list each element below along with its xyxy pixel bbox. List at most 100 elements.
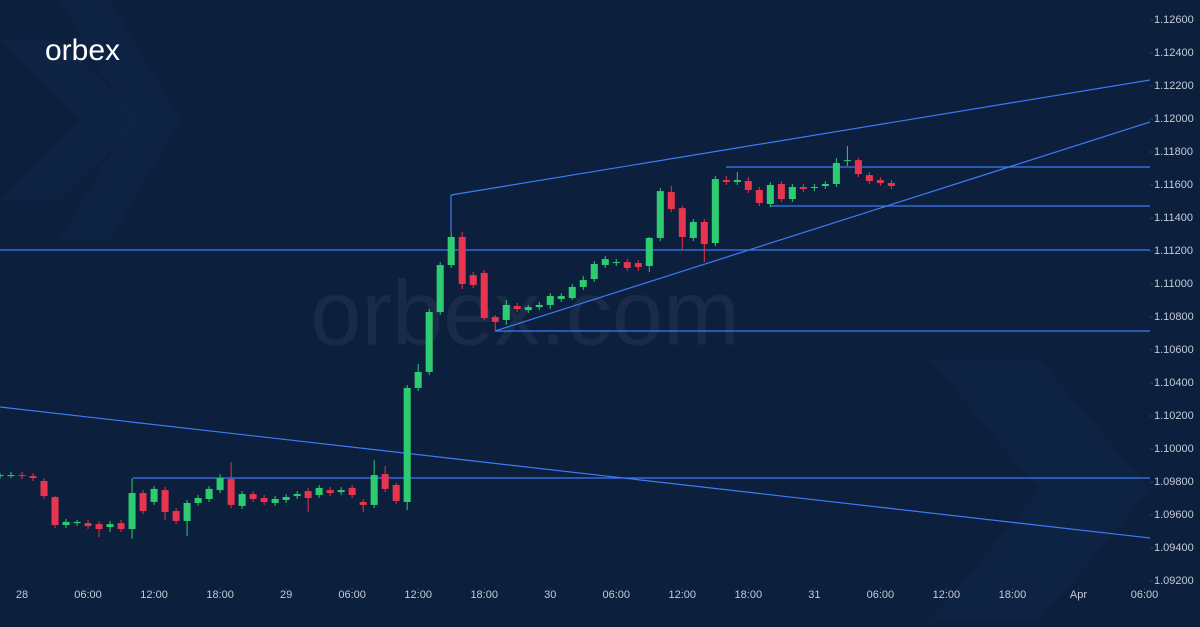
x-tick-label: 06:00 <box>74 589 102 601</box>
candle-body <box>216 478 224 491</box>
candle-body <box>876 180 884 184</box>
candle-body <box>887 183 895 186</box>
candle-body <box>436 265 444 313</box>
candle-body <box>84 523 92 527</box>
candle-body <box>150 488 158 502</box>
logo: orbex <box>45 34 120 67</box>
x-tick-label: 18:00 <box>206 589 234 601</box>
x-tick-label: 06:00 <box>867 589 895 601</box>
y-tick-label: 1.09200 <box>1154 575 1194 587</box>
x-tick-label: 12:00 <box>404 589 432 601</box>
x-tick-label: 31 <box>808 589 820 601</box>
candle-body <box>843 160 851 162</box>
candle-body <box>623 262 631 268</box>
candle-body <box>73 521 81 524</box>
candle-body <box>447 236 455 266</box>
y-tick-label: 1.10000 <box>1154 443 1194 455</box>
candle-body <box>689 221 697 238</box>
x-tick-label: 18:00 <box>999 589 1027 601</box>
candle-body <box>854 160 862 175</box>
candle-body <box>403 387 411 502</box>
candle-body <box>733 180 741 183</box>
candle-body <box>326 490 334 494</box>
candle-body <box>535 304 543 308</box>
x-tick-label: 18:00 <box>735 589 763 601</box>
decor <box>930 360 1150 620</box>
y-tick-label: 1.09600 <box>1154 509 1194 521</box>
candle-body <box>205 488 213 499</box>
candle-body <box>667 192 675 210</box>
candle-body <box>128 493 136 530</box>
candle-body <box>40 481 48 497</box>
x-tick-label: 06:00 <box>603 589 631 601</box>
x-tick-label: 28 <box>16 589 28 601</box>
x-tick-label: 29 <box>280 589 292 601</box>
candle-body <box>700 221 708 245</box>
candle-body <box>18 475 26 477</box>
candle-body <box>590 264 598 280</box>
y-tick-label: 1.12200 <box>1154 80 1194 92</box>
candle-body <box>799 186 807 189</box>
candle-body <box>722 180 730 183</box>
candle-body <box>865 175 873 182</box>
candle-body <box>656 191 664 238</box>
candle-body <box>744 181 752 190</box>
y-tick-label: 1.11200 <box>1154 245 1193 257</box>
candle-body <box>315 487 323 496</box>
trend-line <box>0 406 1151 539</box>
decor <box>60 0 180 240</box>
candle-body <box>183 502 191 521</box>
candle-body <box>370 475 378 505</box>
x-tick-label: 06:00 <box>338 589 366 601</box>
x-tick-label: 18:00 <box>470 589 498 601</box>
candle-body <box>821 184 829 186</box>
y-tick-label: 1.10200 <box>1154 410 1194 422</box>
candle-body <box>337 490 345 493</box>
y-tick-label: 1.10400 <box>1154 377 1194 389</box>
candle-body <box>766 185 774 204</box>
annotations <box>0 79 1151 539</box>
candle-body <box>95 524 103 530</box>
candle-body <box>194 498 202 503</box>
candle-body <box>645 237 653 267</box>
y-tick-label: 1.12400 <box>1154 47 1194 59</box>
y-tick-label: 1.09400 <box>1154 542 1194 554</box>
candle-body <box>634 263 642 268</box>
candle-body <box>469 275 477 285</box>
candle-body <box>546 296 554 305</box>
candle-body <box>7 475 15 477</box>
y-tick-label: 1.12000 <box>1154 113 1194 125</box>
watermark: orbex.com <box>310 262 740 364</box>
candle-body <box>271 498 279 503</box>
candle-body <box>117 523 125 530</box>
y-tick-label: 1.11600 <box>1154 179 1193 191</box>
candle-body <box>161 490 169 513</box>
x-tick-label: 30 <box>544 589 556 601</box>
candle-body <box>238 494 246 506</box>
candle-body <box>788 186 796 200</box>
candle-body <box>260 498 268 502</box>
candle-body <box>458 236 466 284</box>
x-tick-label: 12:00 <box>669 589 697 601</box>
candle-body <box>172 511 180 521</box>
candle-body <box>414 371 422 388</box>
candle-body <box>359 501 367 505</box>
candle-body <box>491 317 499 322</box>
candle-body <box>480 272 488 318</box>
candle-body <box>139 493 147 512</box>
y-tick-label: 1.10800 <box>1154 311 1194 323</box>
candle-body <box>106 524 114 528</box>
candle-body <box>568 286 576 299</box>
candle-body <box>381 474 389 489</box>
candle-body <box>348 487 356 496</box>
candle-body <box>755 189 763 203</box>
x-tick-label: Apr <box>1070 589 1087 601</box>
x-tick-label: 06:00 <box>1131 589 1159 601</box>
candle-body <box>282 497 290 500</box>
candle-body <box>304 491 312 499</box>
y-tick-label: 1.11400 <box>1154 212 1193 224</box>
candle-body <box>832 163 840 185</box>
candle-body <box>51 497 59 526</box>
trend-line <box>494 121 1151 332</box>
